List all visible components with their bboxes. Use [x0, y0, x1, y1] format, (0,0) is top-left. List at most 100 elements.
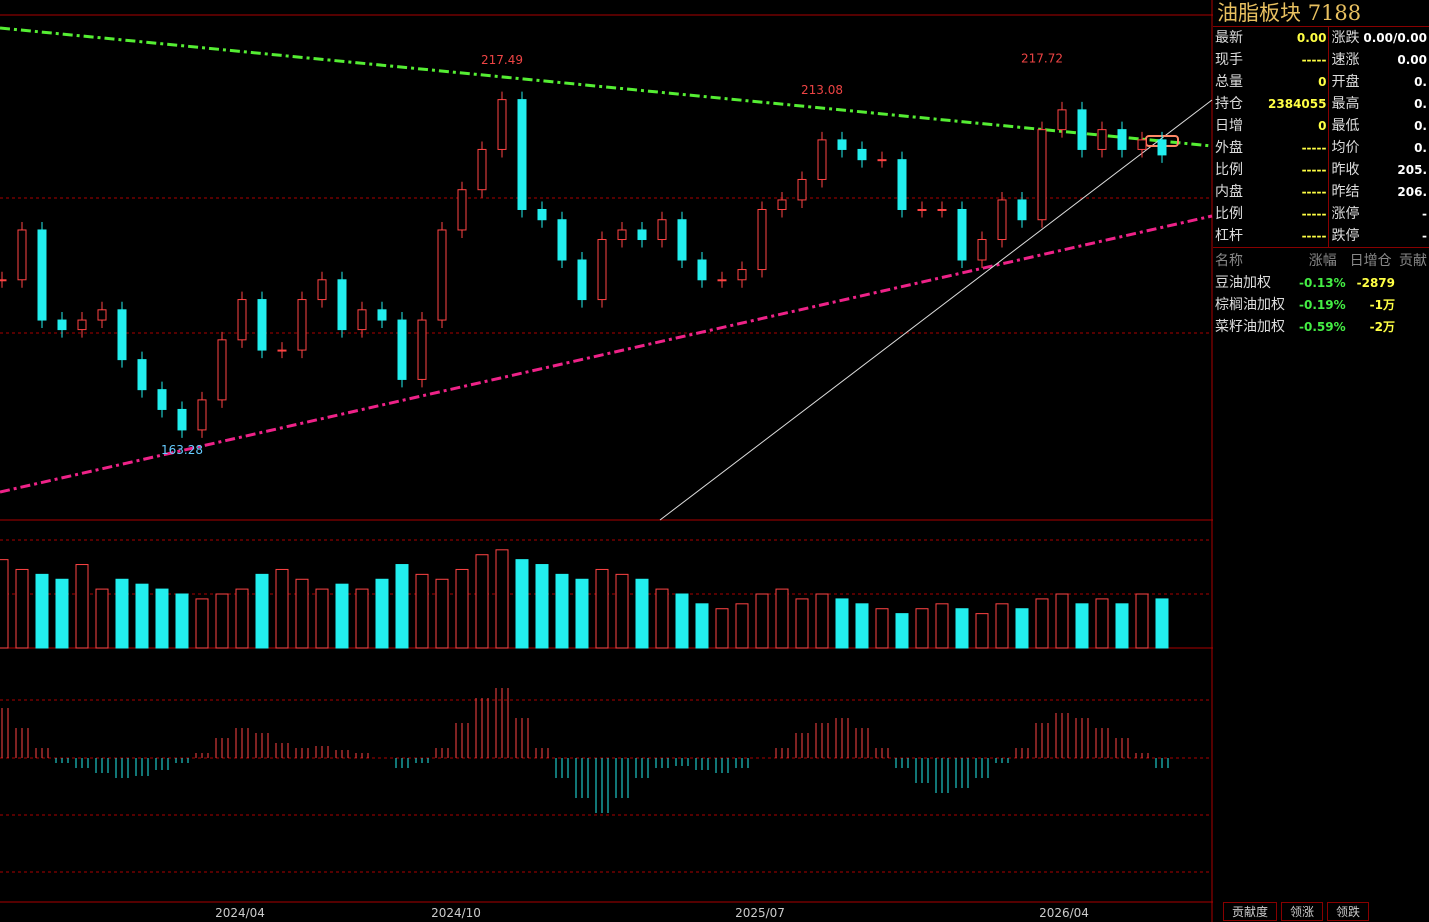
candle [537, 208, 547, 221]
candle [837, 139, 847, 150]
volume-bar [435, 578, 449, 649]
candle [137, 359, 147, 391]
candle [317, 279, 327, 301]
volume-bar [375, 578, 389, 649]
volume-bar [115, 578, 129, 649]
volume-bar [495, 549, 509, 649]
quote-row: 跌停 - [1329, 225, 1429, 247]
candle [337, 279, 347, 331]
candle [697, 259, 707, 281]
candle [297, 299, 307, 351]
quote-value: 2384055 [1268, 97, 1327, 111]
chart: 217.49 213.08 217.72 163.28 2024/04 2024/10 20… [0, 0, 1213, 922]
quote-label: 比例 [1215, 162, 1243, 178]
quote-row: 开盘 0. [1329, 71, 1429, 93]
quote-value: - [1422, 207, 1427, 221]
candle [717, 279, 727, 282]
candle [1117, 129, 1127, 150]
volume-bar [915, 608, 929, 649]
volume-bar [1055, 593, 1069, 649]
candle [37, 229, 47, 321]
quote-label: 外盘 [1215, 140, 1243, 156]
quote-value: 0.00 [1397, 53, 1427, 67]
candle [797, 178, 807, 201]
candle [377, 309, 387, 321]
quote-row: 均价 0. [1329, 137, 1429, 159]
volume-bar [955, 608, 969, 649]
quote-value: 0. [1414, 75, 1427, 89]
tab[interactable]: 贡献度 [1223, 902, 1278, 921]
cell: -0.13% [1299, 276, 1346, 290]
quote-label: 开盘 [1331, 74, 1360, 90]
tab[interactable]: 领跌 [1327, 902, 1370, 921]
cell: 棕榈油加权 [1215, 297, 1285, 313]
candle [1057, 109, 1067, 131]
table-row: 菜籽油加权 -0.59% -2万 [1213, 316, 1429, 338]
volume-bar [175, 593, 189, 649]
candle [117, 309, 127, 361]
volume-bar [295, 578, 309, 649]
cell: -2万 [1369, 320, 1395, 334]
quote-label: 日增 [1215, 118, 1243, 134]
quote-row: 昨收 205. [1329, 159, 1429, 181]
volume-bar [815, 593, 829, 649]
volume-bar [715, 608, 729, 649]
candle [597, 239, 607, 301]
quote-value: ----- [1301, 229, 1327, 243]
price-label: 163.28 [161, 443, 203, 457]
quote-row: 最高 0. [1329, 93, 1429, 115]
quote-panel: 油脂板块 7188 最新 0.00 现手 ----- 总量 0 持仓 2384055 日增 0 外盘… [1213, 0, 1429, 922]
quote-row: 日增 0 [1213, 115, 1328, 137]
volume-bar [1135, 593, 1149, 649]
volume-bar [235, 588, 249, 649]
candle [97, 309, 107, 321]
candle [517, 99, 527, 210]
volume-bar [255, 573, 269, 649]
candle [1137, 139, 1147, 150]
volume-bar [695, 603, 709, 649]
volume-bar [455, 568, 469, 649]
volume-bar [0, 559, 9, 649]
header-cell: 贡献 [1399, 253, 1427, 269]
quote-label: 昨结 [1331, 184, 1360, 200]
tab[interactable]: 领涨 [1281, 902, 1324, 921]
volume-bar [535, 564, 549, 649]
volume-bar [895, 613, 909, 649]
quote-label: 现手 [1215, 52, 1243, 68]
volume-bar [615, 573, 629, 649]
quote-grid: 最新 0.00 现手 ----- 总量 0 持仓 2384055 日增 0 外盘 ----- 比例 ---… [1213, 27, 1429, 248]
x-label: 2024/10 [431, 906, 481, 920]
candle [1097, 129, 1107, 150]
candle [877, 159, 887, 162]
candle [817, 139, 827, 180]
cell: 菜籽油加权 [1215, 319, 1285, 335]
candle [477, 148, 487, 191]
candle [637, 229, 647, 241]
quote-row: 涨跌 0.00/0.00 [1329, 27, 1429, 49]
volume-bar [1155, 598, 1169, 649]
volume-bar [415, 573, 429, 649]
cell: -0.59% [1299, 320, 1346, 334]
volume-bar [995, 603, 1009, 649]
candle [237, 299, 247, 341]
title: 油脂板块 [1217, 1, 1301, 25]
cell: -2879 [1356, 276, 1395, 290]
volume-bar [195, 598, 209, 649]
candle [617, 229, 627, 241]
trend-line [659, 99, 1213, 521]
candle [997, 199, 1007, 241]
quote-value: 0. [1414, 97, 1427, 111]
grid [0, 197, 1212, 873]
candle [977, 239, 987, 261]
volume-bar [275, 568, 289, 649]
candle [157, 389, 167, 410]
quote-row: 涨停 - [1329, 203, 1429, 225]
candle [177, 408, 187, 431]
header-cell: 涨幅 [1308, 253, 1337, 269]
volume-bar [935, 603, 949, 649]
volume-bar [35, 573, 49, 649]
volume-bar [135, 583, 149, 649]
quote-label: 最新 [1215, 30, 1243, 46]
panel-title: 油脂板块 7188 [1213, 0, 1429, 27]
